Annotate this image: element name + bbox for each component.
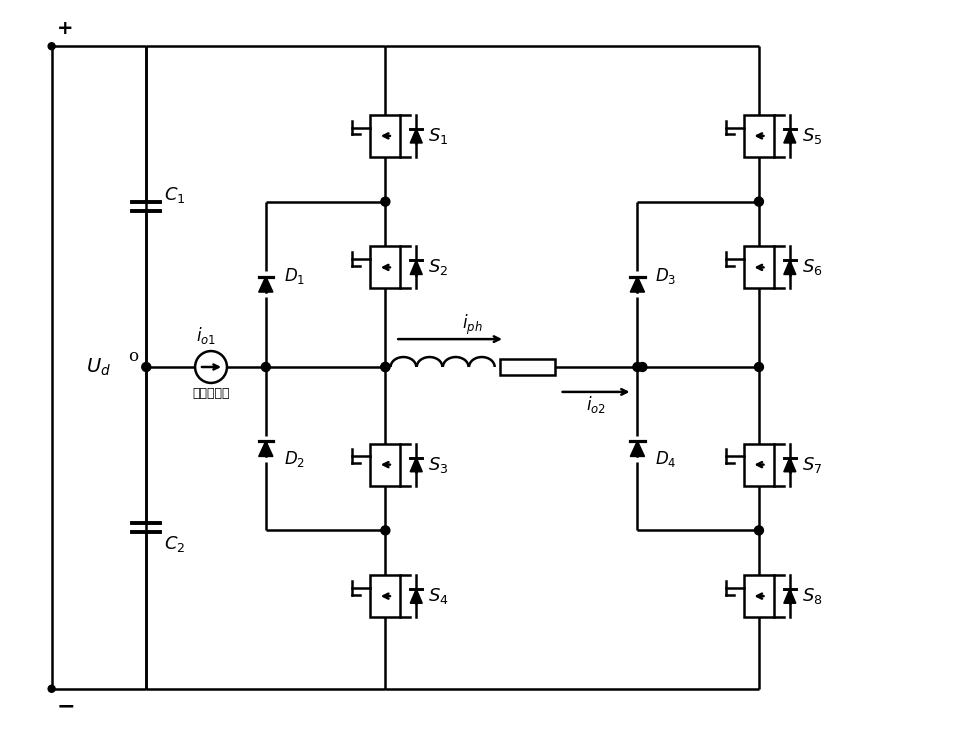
Polygon shape <box>631 276 644 292</box>
Text: $D_3$: $D_3$ <box>656 266 677 287</box>
Circle shape <box>754 362 764 371</box>
Bar <box>744 444 774 486</box>
Text: $D_1$: $D_1$ <box>284 266 305 287</box>
Polygon shape <box>631 441 644 456</box>
Text: $S_2$: $S_2$ <box>429 257 449 277</box>
Text: $D_4$: $D_4$ <box>656 448 677 469</box>
Text: −: − <box>57 697 75 717</box>
Circle shape <box>381 362 390 371</box>
Text: $S_6$: $S_6$ <box>802 257 822 277</box>
Polygon shape <box>410 457 422 472</box>
Circle shape <box>261 362 271 371</box>
Bar <box>371 115 401 157</box>
Circle shape <box>381 526 390 535</box>
Bar <box>371 444 401 486</box>
Circle shape <box>381 362 390 371</box>
Polygon shape <box>259 276 273 292</box>
Circle shape <box>754 526 764 535</box>
Text: $C_2$: $C_2$ <box>165 534 186 554</box>
Polygon shape <box>784 589 795 603</box>
Polygon shape <box>410 129 422 143</box>
Circle shape <box>633 362 642 371</box>
Text: $S_4$: $S_4$ <box>429 586 449 606</box>
Polygon shape <box>784 457 795 472</box>
Bar <box>371 246 401 288</box>
Bar <box>500 359 555 375</box>
Text: o: o <box>128 348 139 365</box>
Bar <box>744 576 774 617</box>
Text: $C_1$: $C_1$ <box>165 184 186 204</box>
Text: $S_3$: $S_3$ <box>429 455 449 475</box>
Bar <box>744 115 774 157</box>
Text: $i_{o2}$: $i_{o2}$ <box>586 394 606 415</box>
Polygon shape <box>410 589 422 603</box>
Polygon shape <box>784 260 795 274</box>
Circle shape <box>142 362 151 371</box>
Polygon shape <box>784 129 795 143</box>
Bar <box>371 576 401 617</box>
Text: $S_5$: $S_5$ <box>802 126 822 146</box>
Bar <box>744 246 774 288</box>
Text: $S_7$: $S_7$ <box>802 455 822 475</box>
Circle shape <box>48 685 55 692</box>
Polygon shape <box>410 260 422 274</box>
Circle shape <box>48 43 55 50</box>
Circle shape <box>754 197 764 206</box>
Text: $S_1$: $S_1$ <box>429 126 449 146</box>
Text: $i_{o1}$: $i_{o1}$ <box>196 325 216 346</box>
Text: $i_{ph}$: $i_{ph}$ <box>462 313 482 337</box>
Polygon shape <box>259 441 273 456</box>
Text: $U_d$: $U_d$ <box>87 356 112 378</box>
Circle shape <box>381 197 390 206</box>
Text: $D_2$: $D_2$ <box>284 448 305 469</box>
Text: 电流传感器: 电流传感器 <box>193 387 230 400</box>
Text: $S_8$: $S_8$ <box>802 586 822 606</box>
Text: +: + <box>57 19 73 38</box>
Circle shape <box>638 362 647 371</box>
